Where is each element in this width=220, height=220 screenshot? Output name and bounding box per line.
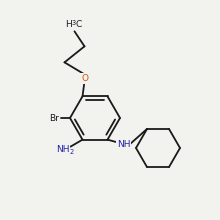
- Text: NH: NH: [117, 140, 130, 149]
- Text: NH: NH: [56, 145, 69, 154]
- Text: 2: 2: [69, 149, 74, 155]
- Text: O: O: [81, 74, 88, 83]
- Text: 3: 3: [72, 20, 75, 26]
- Text: H: H: [65, 20, 72, 29]
- Text: C: C: [75, 20, 82, 29]
- Text: Br: Br: [49, 114, 59, 123]
